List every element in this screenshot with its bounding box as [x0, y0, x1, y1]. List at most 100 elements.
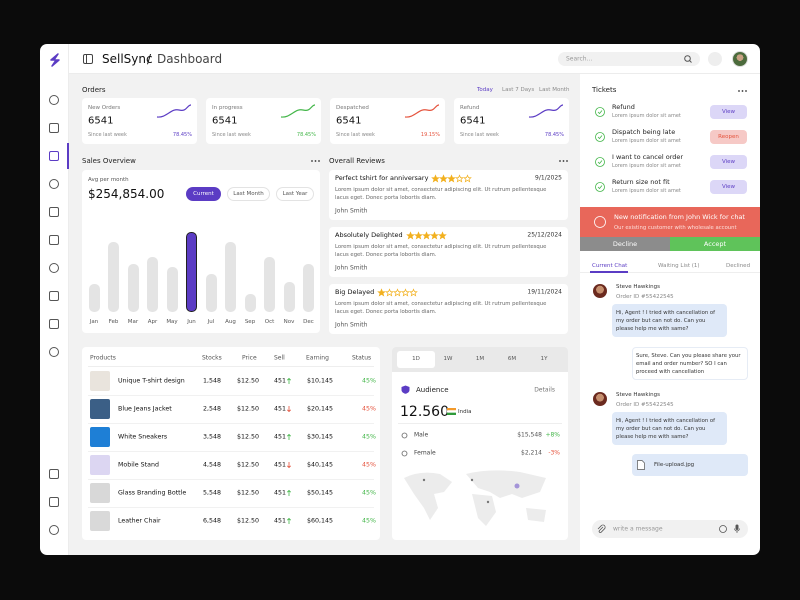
- review-title: Perfect tshirt for anniversary: [335, 174, 429, 182]
- message-input[interactable]: [592, 520, 748, 538]
- search-box[interactable]: [558, 52, 700, 66]
- audience-tab-active[interactable]: [397, 351, 435, 368]
- sales-tab[interactable]: [227, 187, 270, 201]
- icon-shape: [49, 347, 59, 357]
- column-header: Products: [90, 354, 116, 362]
- ticket-title: I want to cancel order: [612, 153, 684, 161]
- nav-icon[interactable]: [49, 263, 59, 273]
- nav-icon[interactable]: [49, 291, 59, 301]
- ticket-button-label[interactable]: View: [721, 109, 736, 115]
- ticket-button-label[interactable]: View: [721, 159, 736, 165]
- nav-icon[interactable]: [49, 123, 59, 133]
- product-price: $12.50: [237, 461, 260, 469]
- ticket-title: Refund: [612, 103, 635, 111]
- audience-link[interactable]: Details: [534, 386, 555, 394]
- audience-tab[interactable]: 1W: [443, 356, 453, 362]
- chat-tab[interactable]: Current Chat: [592, 263, 628, 269]
- month-label: Aug: [225, 319, 236, 325]
- more-dots[interactable]: [738, 90, 747, 92]
- product-stock: 1,548: [203, 377, 222, 385]
- arrow-shape: [287, 462, 291, 469]
- nav-icon[interactable]: [49, 319, 59, 329]
- star-shape: [421, 230, 431, 239]
- nav-icon[interactable]: [49, 347, 59, 357]
- icon-shape: [735, 524, 739, 530]
- more-dots[interactable]: [559, 160, 568, 162]
- sparkline: [404, 104, 440, 118]
- product-sell: 451: [274, 517, 287, 525]
- icon-shape: [597, 135, 603, 140]
- ticket-button[interactable]: [710, 155, 747, 169]
- product-price: $12.50: [237, 377, 260, 385]
- product-image: [90, 371, 110, 391]
- order-value: 6541: [460, 115, 486, 127]
- icon-shape: [594, 216, 606, 228]
- more-dots[interactable]: [311, 160, 320, 162]
- ticket-button[interactable]: [710, 130, 747, 144]
- audience-tab[interactable]: 1Y: [540, 356, 548, 362]
- audience-tab[interactable]: 1D: [412, 356, 420, 362]
- sales-tab[interactable]: [186, 187, 221, 201]
- month-label: Jan: [89, 319, 99, 325]
- review-text: Lorem ipsum dolor sit amet, consectetur …: [335, 187, 547, 201]
- icon-shape: [597, 160, 603, 165]
- ticket-button[interactable]: [710, 180, 747, 194]
- file-name[interactable]: File-upload.jpg: [654, 462, 695, 468]
- chat-tab[interactable]: Waiting List (1): [658, 263, 700, 269]
- sales-tab[interactable]: [276, 187, 314, 201]
- file-bubble: [632, 454, 748, 476]
- product-stock: 3,548: [203, 433, 222, 441]
- order-change: 19.15%: [420, 132, 440, 138]
- world-map: [404, 470, 546, 526]
- ticket-button-label[interactable]: View: [721, 184, 736, 190]
- nav-icon[interactable]: [49, 95, 59, 105]
- bar: [244, 294, 256, 312]
- nav-icon[interactable]: [49, 469, 59, 479]
- decline-button[interactable]: [580, 237, 670, 251]
- nav-icon[interactable]: [49, 151, 59, 161]
- nav-icon[interactable]: [49, 235, 59, 245]
- product-image: [90, 399, 110, 419]
- decline-label[interactable]: Decline: [612, 240, 638, 248]
- row-divider: [88, 507, 374, 508]
- ticket-button-label[interactable]: Reopen: [718, 134, 739, 140]
- order-filter[interactable]: Last Month: [539, 87, 570, 93]
- accept-button[interactable]: [670, 237, 760, 251]
- chat-name: Steve Hawkings: [616, 284, 660, 290]
- audience-tab[interactable]: 6M: [507, 356, 517, 362]
- sales-tab-label[interactable]: Last Month: [233, 191, 264, 197]
- audience-tab[interactable]: 1M: [475, 356, 485, 362]
- nav-icon[interactable]: [49, 179, 59, 189]
- bell-button[interactable]: [708, 52, 722, 66]
- header-divider: [69, 73, 760, 74]
- icon-shape: [719, 525, 727, 533]
- star: [409, 287, 419, 296]
- nav-active-indicator: [67, 143, 69, 169]
- accept-label[interactable]: Accept: [703, 240, 727, 248]
- order-filter[interactable]: Today: [477, 87, 493, 93]
- arrow-shape: [287, 406, 291, 413]
- bar: [205, 274, 217, 312]
- page-title: Dashboard: [157, 52, 223, 66]
- ticket-icon: [595, 132, 605, 142]
- chat-bubble: [612, 412, 727, 445]
- icon-shape: [689, 60, 692, 63]
- chat-tab[interactable]: Declined: [726, 263, 751, 269]
- order-filter[interactable]: Last 7 Days: [502, 87, 535, 93]
- chat-order: Order ID #55422545: [616, 294, 674, 300]
- nav-icon[interactable]: [49, 497, 59, 507]
- reply-text: Sure, Steve. Can you please share your e…: [636, 352, 741, 375]
- sales-tab-label[interactable]: Last Year: [282, 191, 308, 197]
- sales-tab-label[interactable]: Current: [193, 191, 214, 197]
- product-sell: 451: [274, 461, 287, 469]
- notification: [580, 207, 760, 237]
- order-label: Refund: [460, 105, 480, 111]
- nav-icon[interactable]: [49, 525, 59, 535]
- star: [429, 230, 439, 239]
- arrow-shape: [287, 517, 291, 524]
- nav-icon[interactable]: [49, 207, 59, 217]
- icon-shape: [49, 469, 59, 479]
- file-icon: [637, 460, 645, 470]
- map-dot: [470, 478, 474, 482]
- ticket-button[interactable]: [710, 105, 747, 119]
